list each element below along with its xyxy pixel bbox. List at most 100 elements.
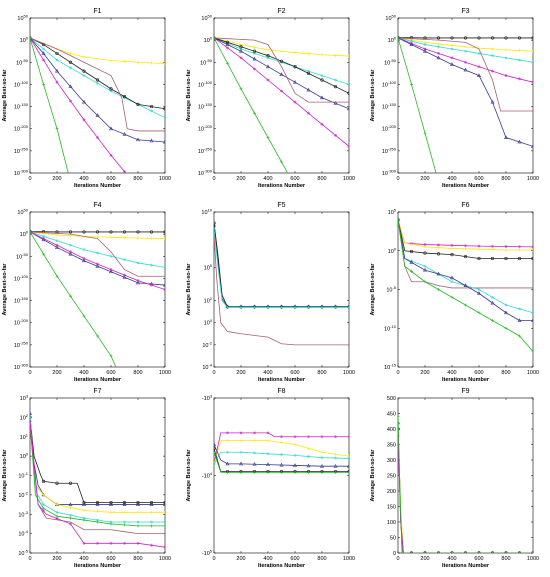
y-tick-label: 100 [204,318,213,327]
data-point [82,230,86,234]
x-tick-label: 200 [236,176,245,182]
x-tick-label: 1000 [527,370,539,376]
x-tick-label: 400 [447,370,456,376]
series-group [398,217,533,353]
x-tick-label: 0 [28,556,31,562]
data-point [410,242,413,246]
y-tick-label: 50 [390,536,396,542]
x-tick-label: 800 [133,556,142,562]
data-point [491,248,494,252]
data-point [239,45,243,49]
x-tick-label: 200 [420,370,429,376]
data-point [531,36,533,40]
data-point [82,508,86,512]
data-point [346,106,349,111]
data-point [531,60,533,64]
data-point [279,59,284,63]
x-tick-label: 0 [212,370,215,376]
x-tick-label: 400 [447,556,456,562]
series-line [398,219,533,259]
data-point [504,256,508,261]
data-point [68,251,73,256]
x-tick-label: 400 [263,370,272,376]
x-tick-label: 1000 [159,176,171,182]
data-point [410,82,413,86]
data-point [150,543,153,547]
data-point [239,305,243,309]
data-point [436,36,441,40]
data-point [334,452,337,456]
data-point [69,516,72,520]
data-point [410,551,413,553]
y-tick-label: 1050 [17,14,28,23]
chart-panel-f3: 0 200 400 600 800 1000 1050 100 10-50 10-100 10-15… [370,8,539,189]
data-point [518,77,521,81]
data-point [398,433,400,437]
data-point [122,132,127,136]
x-axis-label: Iterations Number [442,563,490,569]
data-point [225,40,230,44]
data-point [307,455,310,459]
data-point [334,435,337,439]
y-tick-label: 10-15 [384,363,397,372]
data-point [226,439,229,443]
data-point [214,227,216,231]
data-point [280,441,283,445]
data-point [136,510,140,514]
data-point [123,541,126,545]
y-tick-label: -105 [202,549,213,558]
data-point [30,411,33,415]
y-tick-label: 10-5 [18,549,28,558]
data-point [320,53,324,57]
series-line [398,416,533,553]
data-point [306,87,311,92]
y-axis-label: Average Best-so-far [2,263,8,316]
data-point [95,113,100,117]
data-point [347,144,349,148]
data-point [320,450,324,454]
data-point [280,305,283,309]
data-point [109,510,113,514]
data-point [504,248,508,252]
y-axis-label: Average Best-so-far [370,263,376,316]
data-point [96,520,99,524]
data-point [490,256,495,261]
data-point [55,127,59,131]
plot-area [397,211,534,368]
series-line [30,421,165,548]
y-tick-label: 100 [20,452,29,461]
data-point [135,137,141,142]
data-point [266,54,270,58]
data-point [490,36,495,40]
data-point [252,56,257,61]
x-axis-label: Iterations Number [74,377,122,383]
y-tick-label: 10-200 [14,318,29,327]
data-point [69,99,72,103]
data-point [307,69,310,73]
chart-title: F2 [277,8,285,15]
data-point [214,462,216,466]
data-point [409,42,414,46]
y-tick-label: 1050 [201,14,212,23]
data-point [347,470,349,474]
data-point [490,99,495,104]
x-tick-label: 800 [317,176,326,182]
data-point [347,54,349,58]
x-tick-label: 200 [236,556,245,562]
data-point [518,49,521,53]
data-point [42,47,45,51]
data-point [81,258,87,263]
data-point [95,78,100,82]
plot-area [397,397,534,554]
data-point [253,439,256,443]
data-point [96,136,99,140]
y-tick-label: 10-2 [18,490,28,499]
data-point [68,481,73,485]
data-point [96,235,99,239]
y-tick-label: 200 [387,489,396,495]
data-point [42,493,45,497]
data-point [123,236,126,240]
data-point [423,43,427,47]
data-point [334,305,337,309]
chart-panel-f6: 0 200 400 600 800 1000 105 100 10-5 10-10 10-15 F6 I… [370,202,539,383]
